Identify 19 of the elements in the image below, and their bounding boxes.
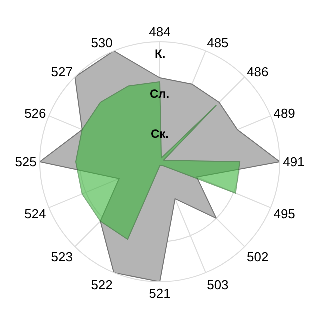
spoke-label: 521 <box>149 286 171 302</box>
spoke-label: 522 <box>91 277 113 292</box>
y-tick-label: К. <box>155 47 166 61</box>
spoke-label: 503 <box>207 277 229 292</box>
spoke-label: 525 <box>15 154 37 170</box>
spoke-label: 489 <box>274 106 296 122</box>
spoke-label: 530 <box>91 36 113 51</box>
spoke-label: 491 <box>283 154 305 170</box>
spoke-label: 527 <box>51 64 73 80</box>
spoke-label: 524 <box>24 206 46 222</box>
spoke-label: 502 <box>247 249 269 264</box>
spoke-label: 523 <box>51 249 73 264</box>
spoke-label: 485 <box>207 36 229 51</box>
spoke-label: 486 <box>247 64 269 80</box>
y-tick-label: Ск. <box>151 127 170 141</box>
spoke-label: 495 <box>274 206 296 222</box>
spoke-label: 526 <box>24 106 46 122</box>
y-tick-label: Сл. <box>150 87 170 101</box>
spoke-label: 484 <box>149 24 171 40</box>
